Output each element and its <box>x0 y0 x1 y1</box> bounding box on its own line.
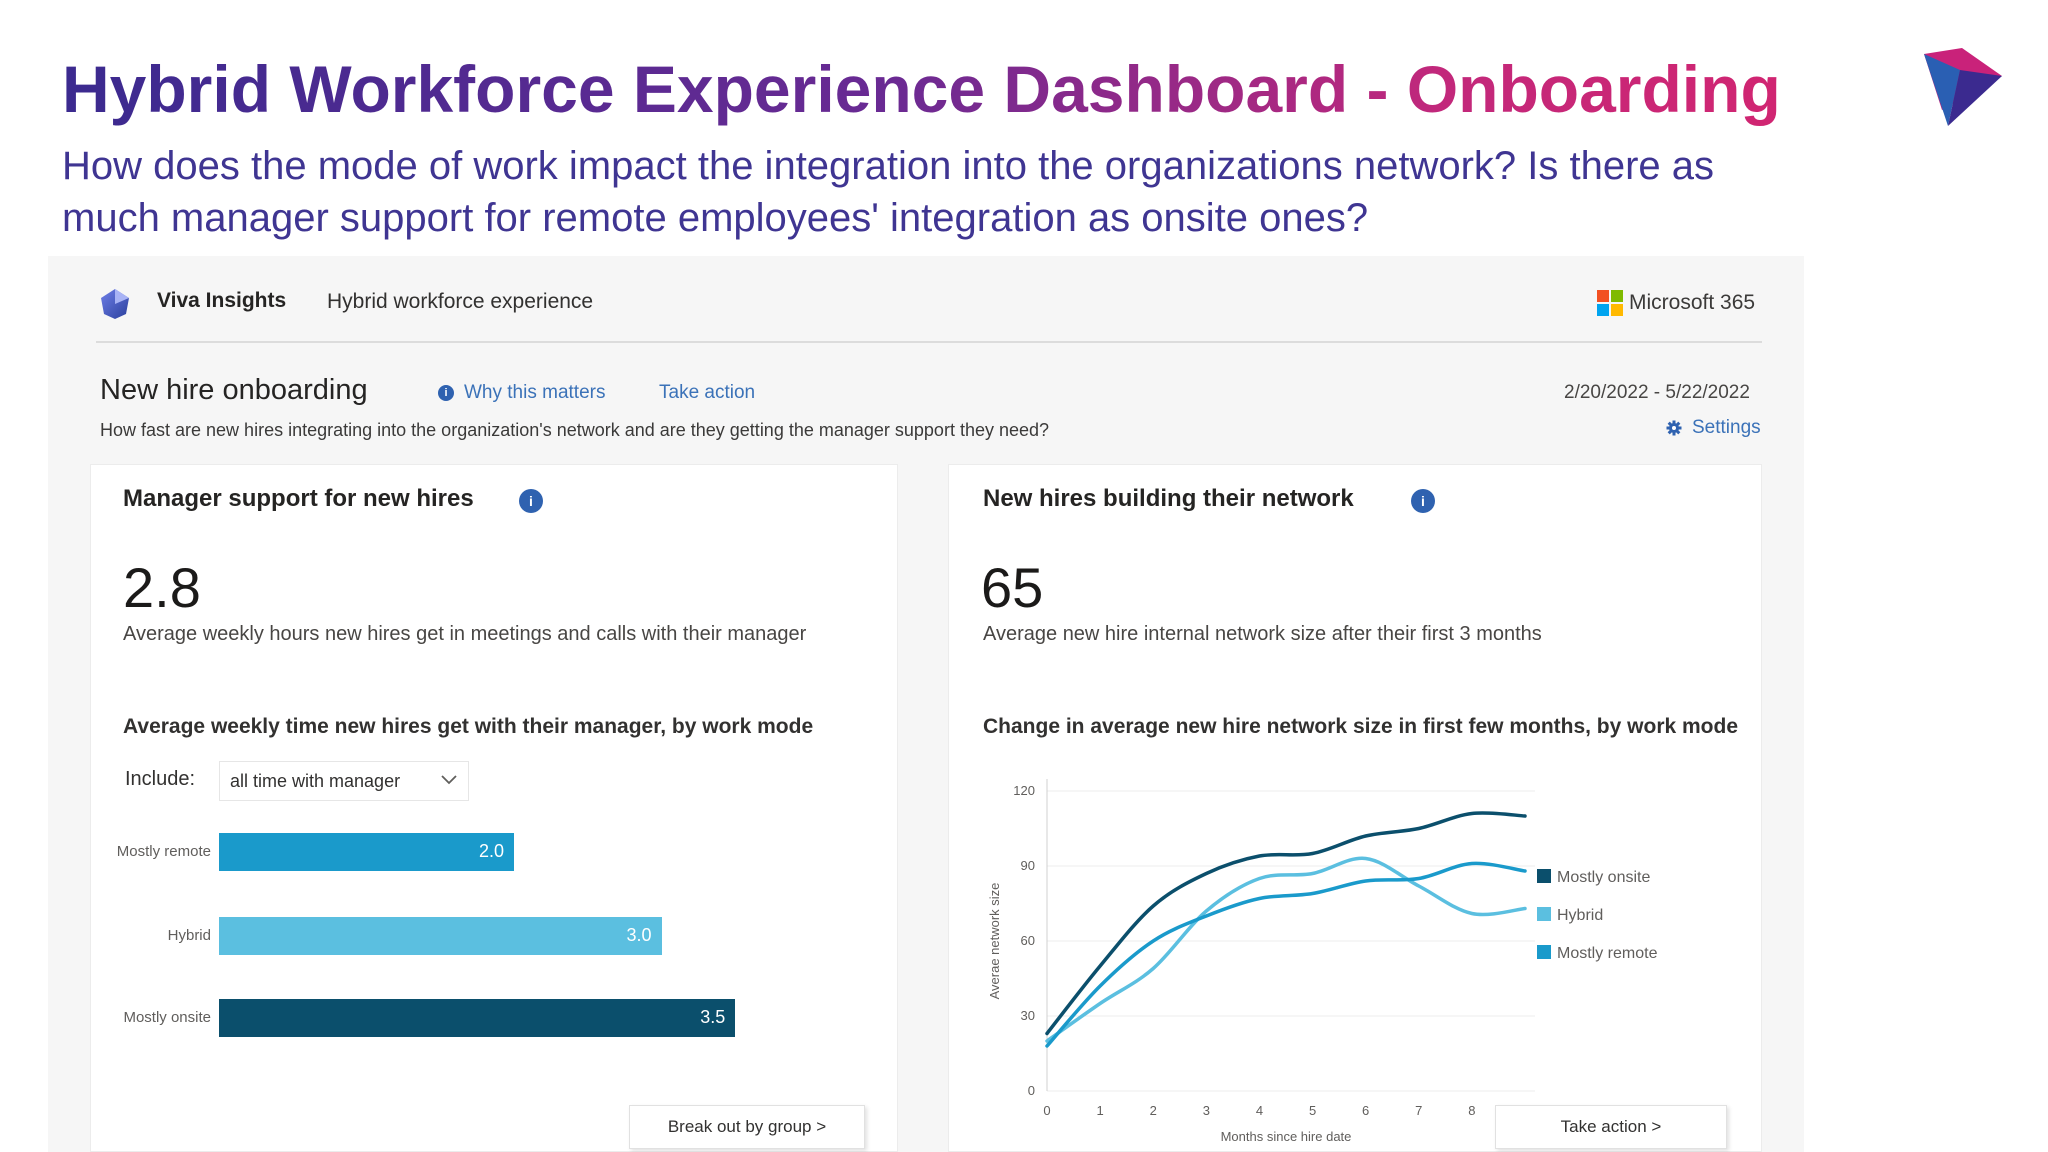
y-tick-label: 120 <box>1013 783 1035 798</box>
x-tick-label: 1 <box>1096 1103 1103 1118</box>
app-name: Viva Insights <box>157 289 287 312</box>
slide-title: Hybrid Workforce Experience Dashboard - … <box>62 44 1902 134</box>
legend-label: Hybrid <box>1557 907 1603 924</box>
y-tick-label: 0 <box>1028 1083 1035 1098</box>
bar: 3.5 <box>219 999 736 1037</box>
bar-label: Mostly remote <box>116 843 211 860</box>
y-axis-label: Averae network size <box>987 883 1002 1000</box>
bar-value-label: 2.0 <box>478 841 504 861</box>
bar: 2.0 <box>219 833 514 871</box>
legend-swatch <box>1537 869 1551 883</box>
series-line <box>1045 861 1527 1048</box>
date-range: 2/20/2022 - 5/22/2022 <box>1564 382 1750 403</box>
x-tick-label: 5 <box>1309 1103 1316 1118</box>
header-divider <box>96 341 1762 343</box>
manager-chart-title: Average weekly time new hires get with t… <box>123 715 814 738</box>
series-line <box>1045 811 1527 1036</box>
bar-value-label: 3.5 <box>700 1007 726 1027</box>
bar: 3.0 <box>219 917 662 955</box>
include-dropdown[interactable]: all time with manager <box>219 761 469 801</box>
settings-link[interactable]: Settings <box>1666 417 1761 439</box>
manager-support-kpi-description: Average weekly hours new hires get in me… <box>123 623 807 645</box>
break-out-by-group-button[interactable]: Break out by group > <box>629 1105 865 1149</box>
manager-support-kpi: 2.8 <box>123 556 201 619</box>
include-label: Include: <box>125 768 196 790</box>
x-tick-label: 8 <box>1468 1103 1475 1118</box>
viva-insights-logo <box>101 289 129 319</box>
gear-icon <box>1666 420 1682 436</box>
info-icon[interactable]: i <box>1411 489 1435 513</box>
x-tick-label: 0 <box>1043 1103 1050 1118</box>
network-card: New hires building their network i 65 Av… <box>948 464 1762 1152</box>
manager-support-card: Manager support for new hires i 2.8 Aver… <box>90 464 898 1152</box>
x-tick-label: 7 <box>1415 1103 1422 1118</box>
take-action-button[interactable]: Take action > <box>1495 1105 1727 1149</box>
settings-label: Settings <box>1692 417 1761 438</box>
bar-value-label: 3.0 <box>626 925 652 945</box>
manager-support-title: Manager support for new hires <box>123 485 474 512</box>
series-line <box>1045 856 1527 1043</box>
microsoft-365-label: Microsoft 365 <box>1629 291 1756 314</box>
x-tick-label: 2 <box>1150 1103 1157 1118</box>
y-tick-label: 30 <box>1021 1008 1035 1023</box>
why-this-matters-label: Why this matters <box>464 382 606 403</box>
legend-swatch <box>1537 907 1551 921</box>
take-action-link[interactable]: Take action <box>659 382 756 403</box>
bar-label: Mostly onsite <box>123 1009 211 1026</box>
chevron-down-icon <box>441 775 457 785</box>
microsoft-logo-icon <box>1597 290 1623 316</box>
x-tick-label: 6 <box>1362 1103 1369 1118</box>
x-tick-label: 4 <box>1256 1103 1263 1118</box>
app-subtitle: Hybrid workforce experience <box>327 290 594 313</box>
why-this-matters-link[interactable]: i Why this matters <box>438 382 605 404</box>
section-title: New hire onboarding <box>100 374 368 406</box>
x-axis-label: Months since hire date <box>1221 1129 1352 1144</box>
info-icon[interactable]: i <box>519 489 543 513</box>
include-dropdown-value: all time with manager <box>230 770 401 791</box>
network-card-title: New hires building their network <box>983 485 1354 512</box>
network-line-chart: 03060901200123456789Months since hire da… <box>987 779 1658 1144</box>
legend-label: Mostly remote <box>1557 945 1658 962</box>
microsoft-365-brand: Microsoft 365 <box>1597 290 1755 316</box>
legend-label: Mostly onsite <box>1557 869 1650 886</box>
section-description: How fast are new hires integrating into … <box>100 420 1050 440</box>
brand-logo <box>1924 48 2002 126</box>
y-tick-label: 90 <box>1021 858 1035 873</box>
bar-label: Hybrid <box>167 927 211 944</box>
network-chart-title: Change in average new hire network size … <box>983 715 1739 738</box>
x-tick-label: 3 <box>1203 1103 1210 1118</box>
y-tick-label: 60 <box>1021 933 1035 948</box>
info-icon: i <box>438 385 454 401</box>
slide-question: How does the mode of work impact the int… <box>62 144 1715 240</box>
legend-swatch <box>1537 945 1551 959</box>
network-kpi: 65 <box>981 556 1044 619</box>
network-kpi-description: Average new hire internal network size a… <box>983 623 1542 645</box>
